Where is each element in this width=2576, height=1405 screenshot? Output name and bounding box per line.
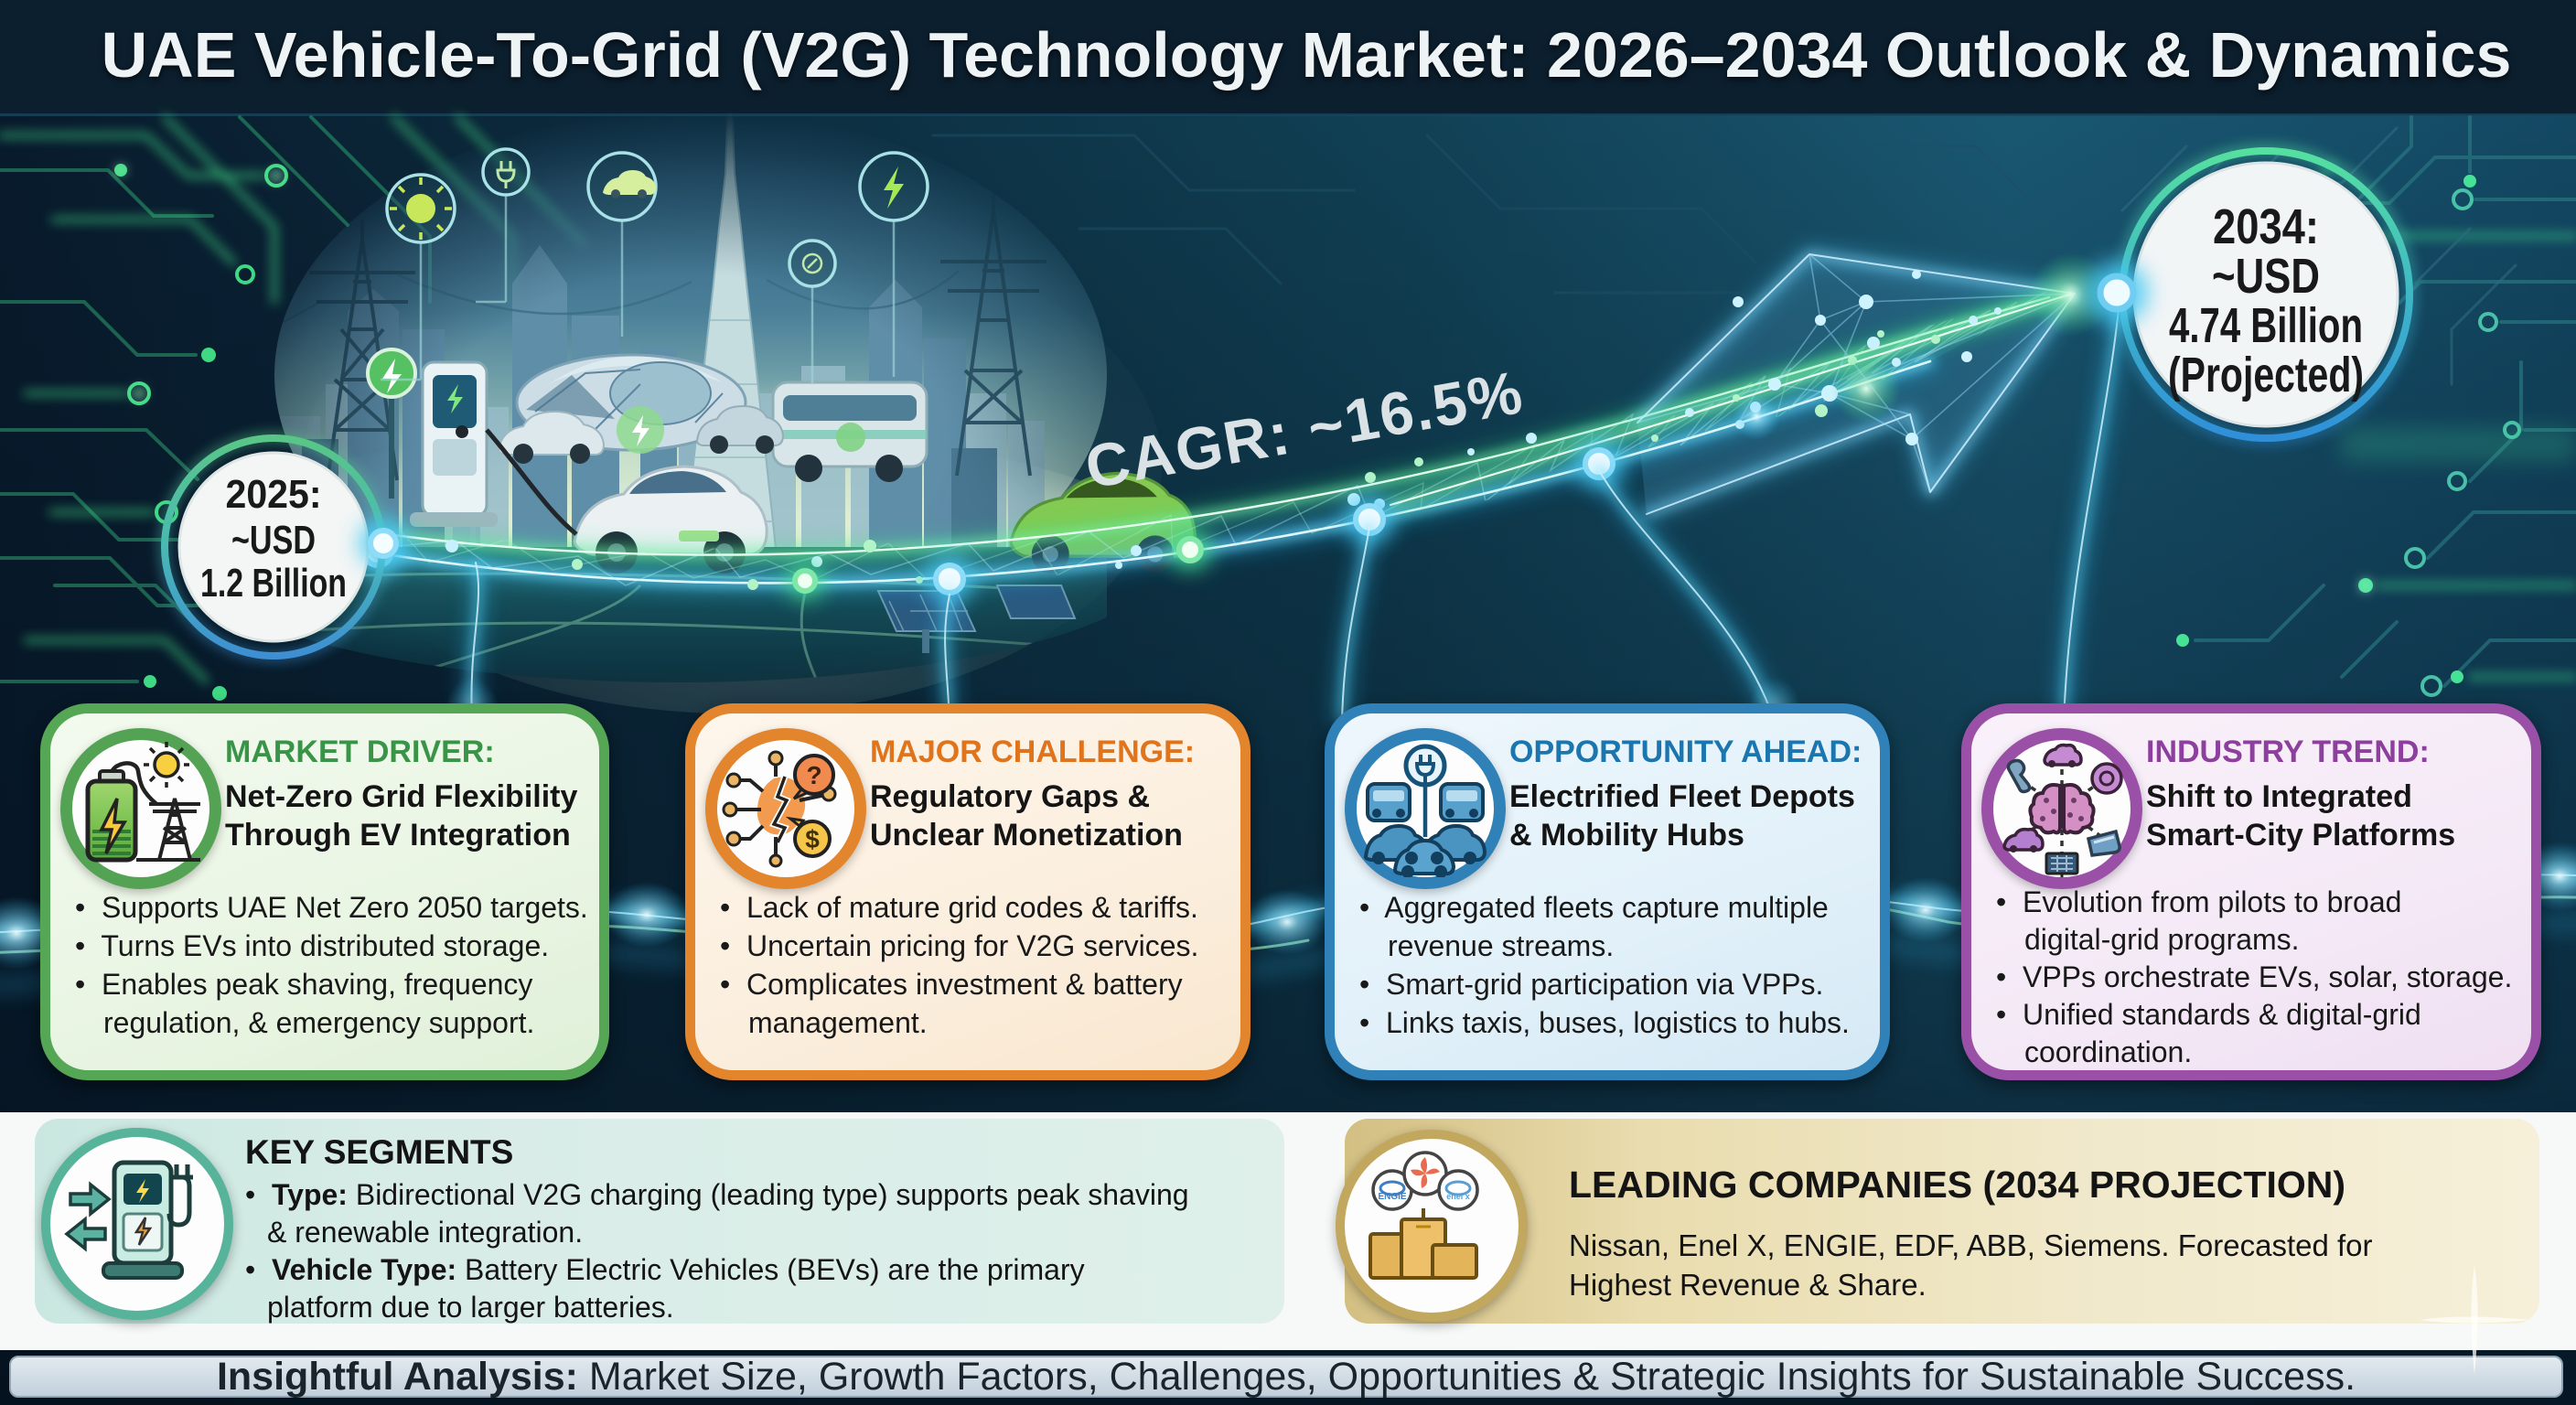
svg-text:1.2 Billion: 1.2 Billion bbox=[200, 561, 347, 606]
svg-text:~USD: ~USD bbox=[2212, 249, 2320, 304]
svg-text:ENGIE: ENGIE bbox=[1378, 1192, 1406, 1202]
svg-text:2025:: 2025: bbox=[226, 472, 322, 517]
svg-text:~USD: ~USD bbox=[231, 518, 316, 563]
svg-text:enel x: enel x bbox=[1446, 1192, 1470, 1201]
svg-text:?: ? bbox=[806, 761, 821, 789]
svg-text:4.74 Billion: 4.74 Billion bbox=[2169, 298, 2363, 353]
svg-text:(Projected): (Projected) bbox=[2168, 348, 2364, 402]
svg-text:$: $ bbox=[805, 825, 820, 853]
svg-text:2034:: 2034: bbox=[2213, 199, 2319, 254]
